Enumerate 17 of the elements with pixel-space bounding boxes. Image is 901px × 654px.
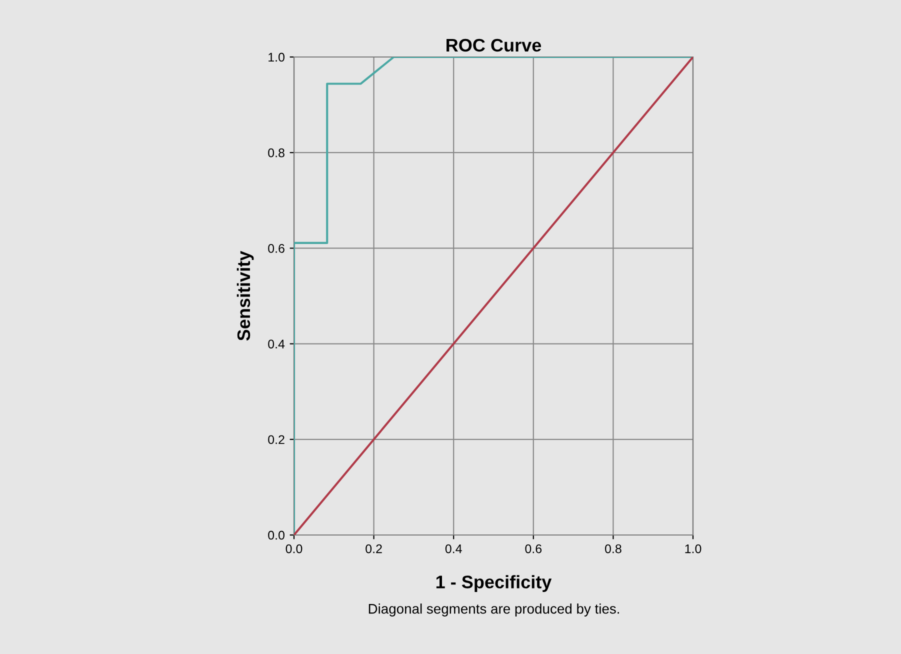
y-tick-label: 0.6 bbox=[268, 244, 284, 253]
y-tick-label: 0.0 bbox=[268, 530, 284, 540]
x-tick-label: 0.2 bbox=[366, 544, 382, 554]
x-tick-label: 0.4 bbox=[445, 544, 462, 554]
y-tick-label: 0.4 bbox=[268, 340, 285, 348]
chart-title: ROC Curve bbox=[446, 38, 542, 52]
y-axis-title: Sensitivity bbox=[236, 250, 254, 341]
x-axis-title: 1 - Specificity bbox=[436, 575, 552, 592]
x-tick-label: 0.0 bbox=[286, 544, 302, 554]
y-tick-label: 1.0 bbox=[268, 52, 284, 62]
text: Diagonal segments are produced by ties. bbox=[368, 604, 619, 616]
x-tick-label: 0.6 bbox=[525, 544, 542, 554]
line-series bbox=[294, 57, 693, 535]
x-tick-label: 0.8 bbox=[605, 544, 622, 554]
y-tick-label: 0.8 bbox=[268, 148, 284, 158]
y-tick-label: 0.2 bbox=[268, 435, 284, 444]
x-tick-label: 1.0 bbox=[685, 544, 702, 554]
